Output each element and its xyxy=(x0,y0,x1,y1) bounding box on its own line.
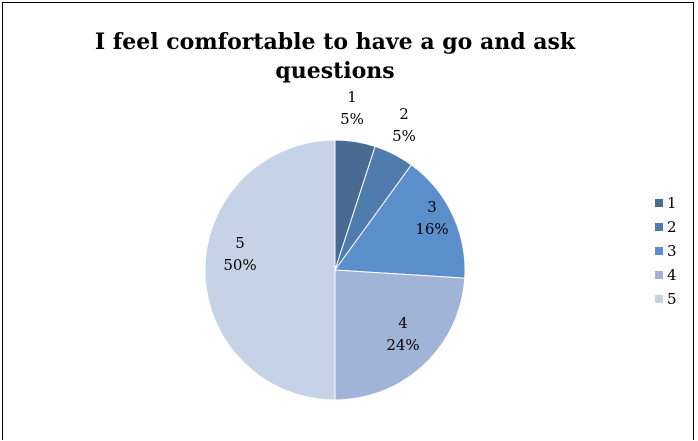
legend-label-5: 5 xyxy=(667,290,677,308)
legend-item-5: 5 xyxy=(655,287,677,311)
data-label-name-4: 4 xyxy=(398,314,408,332)
legend-label-1: 1 xyxy=(667,194,677,212)
data-label-name-1: 1 xyxy=(347,88,357,106)
chart-title: I feel comfortable to have a go and ask … xyxy=(94,29,576,84)
legend-swatch-3 xyxy=(655,247,663,255)
data-label-name-5: 5 xyxy=(235,234,245,252)
legend-item-1: 1 xyxy=(655,191,677,215)
legend-label-3: 3 xyxy=(667,242,677,260)
legend-swatch-4 xyxy=(655,271,663,279)
legend-swatch-1 xyxy=(655,199,663,207)
legend-swatch-2 xyxy=(655,223,663,231)
legend-swatch-5 xyxy=(655,295,663,303)
legend-item-4: 4 xyxy=(655,263,677,287)
legend-item-2: 2 xyxy=(655,215,677,239)
data-label-pct-4: 24% xyxy=(386,336,419,354)
chart-legend: 1 2 3 4 5 xyxy=(655,191,677,311)
legend-label-2: 2 xyxy=(667,218,677,236)
data-label-pct-1: 5% xyxy=(340,110,364,128)
data-label-pct-5: 50% xyxy=(223,256,256,274)
data-label-name-2: 2 xyxy=(399,105,409,123)
pie-slice-5 xyxy=(204,139,336,401)
data-label-name-3: 3 xyxy=(427,198,437,216)
legend-item-3: 3 xyxy=(655,239,677,263)
pie-slice-4 xyxy=(334,269,466,401)
data-label-pct-2: 5% xyxy=(392,127,416,145)
data-label-pct-3: 16% xyxy=(415,220,448,238)
legend-label-4: 4 xyxy=(667,266,677,284)
pie-slice-3 xyxy=(334,164,466,279)
